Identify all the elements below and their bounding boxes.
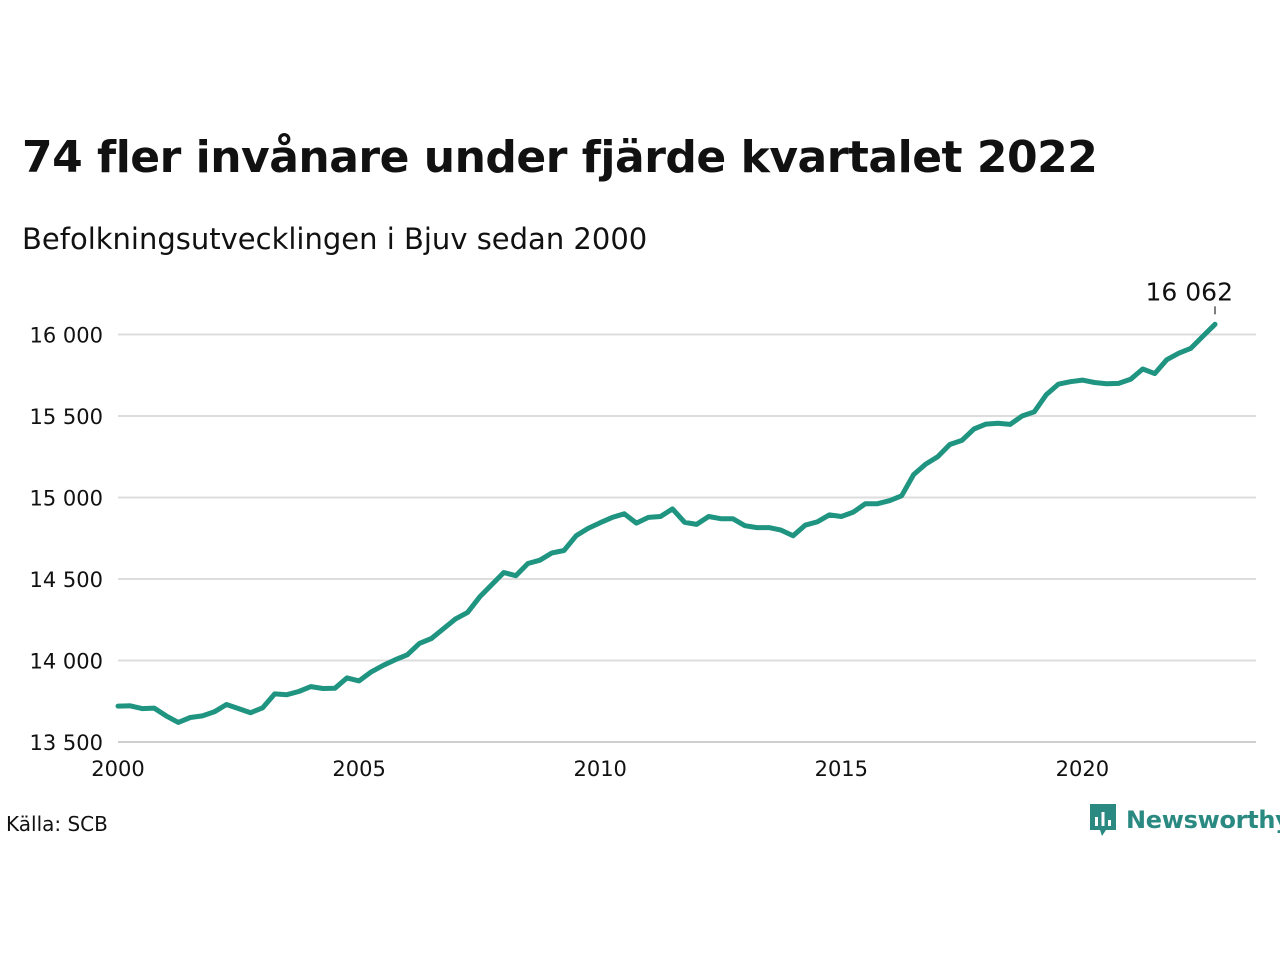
y-tick-label: 16 000	[30, 323, 103, 347]
series-layer	[115, 321, 1218, 725]
y-tick-label: 14 000	[30, 649, 103, 673]
x-tick-label: 2020	[1056, 757, 1109, 781]
x-tick-label: 2010	[573, 757, 626, 781]
y-axis: 13 500 14 000 14 500 15 000 15 500 16 000	[30, 323, 103, 755]
x-tick-label: 2005	[332, 757, 385, 781]
grid-lines	[118, 333, 1256, 743]
line-chart: 13 500 14 000 14 500 15 000 15 500 16 000 200…	[30, 277, 1256, 781]
series-line-0	[115, 321, 1218, 725]
annotation-label: 16 062	[1146, 277, 1233, 306]
y-tick-label: 13 500	[30, 731, 103, 755]
y-tick-label: 15 500	[30, 405, 103, 429]
x-tick-label: 2015	[815, 757, 868, 781]
source-note: Källa: SCB	[6, 812, 108, 836]
y-tick-label: 15 000	[30, 486, 103, 510]
brand-logo: Newsworthy	[1088, 802, 1280, 838]
chart-subtitle: Befolkningsutvecklingen i Bjuv sedan 200…	[22, 222, 648, 256]
x-axis: 2000 2005 2010 2015 2020	[91, 757, 1109, 781]
newsworthy-logo-icon	[1090, 804, 1116, 836]
y-tick-label: 14 500	[30, 568, 103, 592]
brand-name: Newsworthy	[1126, 806, 1280, 834]
chart-title: 74 fler invånare under fjärde kvartalet …	[22, 132, 1098, 183]
annotation-layer: 16 062	[1146, 277, 1233, 315]
x-tick-label: 2000	[91, 757, 144, 781]
